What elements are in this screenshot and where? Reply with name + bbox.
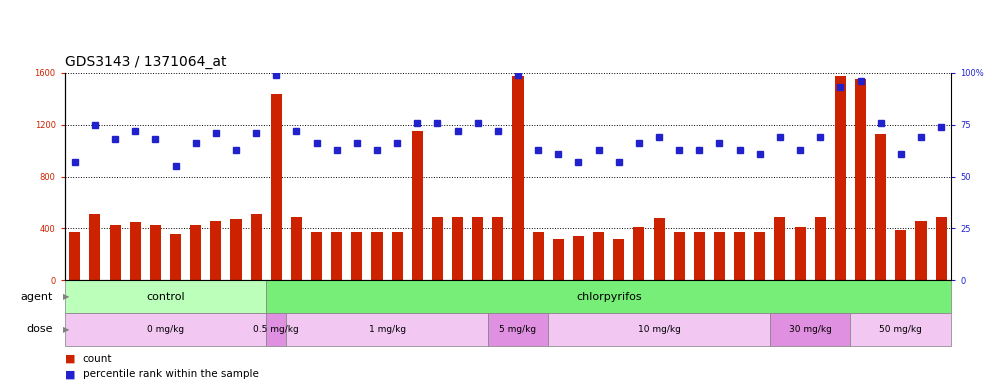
Text: 10 mg/kg: 10 mg/kg xyxy=(637,325,680,334)
Bar xyxy=(251,214,262,280)
Bar xyxy=(875,134,886,280)
Bar xyxy=(452,217,463,280)
Bar xyxy=(548,313,770,346)
Bar xyxy=(488,313,548,346)
Bar xyxy=(895,230,906,280)
Bar xyxy=(673,232,684,280)
Bar xyxy=(70,232,81,280)
Bar xyxy=(332,232,343,280)
Bar xyxy=(935,217,946,280)
Bar xyxy=(65,280,266,313)
Bar xyxy=(391,232,402,280)
Bar xyxy=(653,218,664,280)
Bar xyxy=(851,313,951,346)
Bar xyxy=(855,79,867,280)
Bar xyxy=(593,232,605,280)
Bar xyxy=(210,221,221,280)
Bar xyxy=(432,217,443,280)
Bar xyxy=(633,227,644,280)
Bar xyxy=(754,232,765,280)
Bar xyxy=(90,214,101,280)
Bar xyxy=(266,313,287,346)
Text: GDS3143 / 1371064_at: GDS3143 / 1371064_at xyxy=(65,55,226,69)
Bar xyxy=(266,280,951,313)
Text: 1 mg/kg: 1 mg/kg xyxy=(369,325,405,334)
Text: 5 mg/kg: 5 mg/kg xyxy=(499,325,537,334)
Text: agent: agent xyxy=(20,291,53,302)
Text: dose: dose xyxy=(26,324,53,334)
Text: ■: ■ xyxy=(65,354,76,364)
Bar xyxy=(775,217,786,280)
Text: ■: ■ xyxy=(65,369,76,379)
Bar xyxy=(287,313,488,346)
Text: ▶: ▶ xyxy=(63,325,70,334)
Bar xyxy=(614,239,624,280)
Bar xyxy=(411,131,423,280)
Text: count: count xyxy=(83,354,113,364)
Bar xyxy=(492,217,503,280)
Bar xyxy=(149,225,161,280)
Bar xyxy=(770,313,851,346)
Bar xyxy=(230,219,241,280)
Text: chlorpyrifos: chlorpyrifos xyxy=(576,291,641,302)
Bar xyxy=(533,232,544,280)
Bar xyxy=(714,232,725,280)
Bar xyxy=(734,232,745,280)
Bar xyxy=(835,76,846,280)
Bar xyxy=(110,225,121,280)
Text: percentile rank within the sample: percentile rank within the sample xyxy=(83,369,259,379)
Bar xyxy=(311,232,322,280)
Text: 30 mg/kg: 30 mg/kg xyxy=(789,325,832,334)
Text: ▶: ▶ xyxy=(63,292,70,301)
Bar xyxy=(513,76,524,280)
Bar xyxy=(694,232,705,280)
Bar xyxy=(915,221,926,280)
Text: 0 mg/kg: 0 mg/kg xyxy=(146,325,184,334)
Bar xyxy=(65,313,266,346)
Text: 0.5 mg/kg: 0.5 mg/kg xyxy=(253,325,299,334)
Bar xyxy=(795,227,806,280)
Bar xyxy=(815,217,826,280)
Text: 50 mg/kg: 50 mg/kg xyxy=(879,325,922,334)
Bar xyxy=(291,217,302,280)
Bar xyxy=(553,239,564,280)
Bar xyxy=(129,222,140,280)
Text: control: control xyxy=(146,291,185,302)
Bar xyxy=(372,232,382,280)
Bar xyxy=(573,236,584,280)
Bar xyxy=(190,225,201,280)
Bar xyxy=(352,232,363,280)
Bar xyxy=(472,217,483,280)
Bar xyxy=(271,94,282,280)
Bar xyxy=(170,234,181,280)
